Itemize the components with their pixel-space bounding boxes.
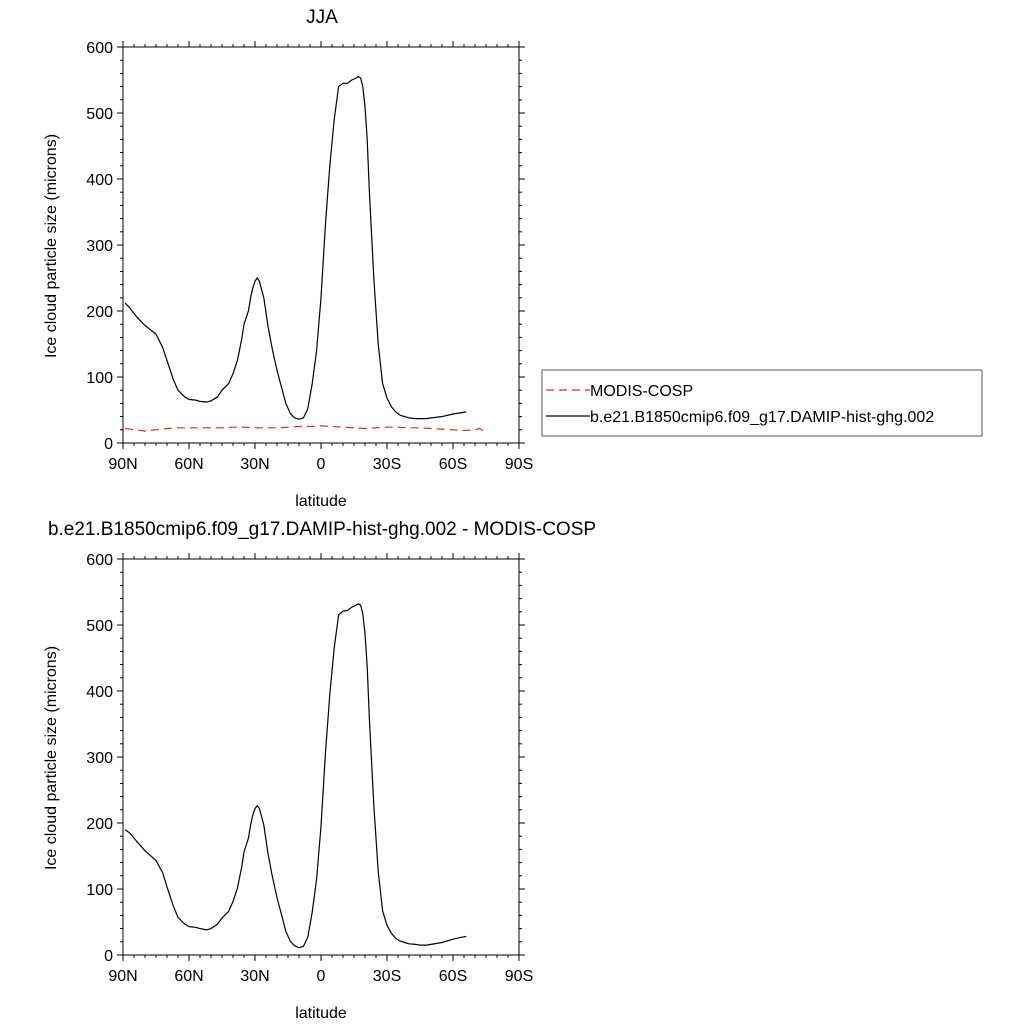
x-axis-label-top: latitude	[295, 493, 347, 510]
x-tick-label: 30S	[373, 968, 401, 985]
x-tick-label: 90N	[108, 456, 137, 473]
y-tick-label: 500	[86, 106, 113, 123]
panel-bottom: b.e21.B1850cmip6.f09_g17.DAMIP-hist-ghg.…	[43, 519, 596, 1022]
y-tick-label: 100	[86, 882, 113, 899]
y-tick-label: 0	[104, 948, 113, 965]
x-tick-label: 0	[317, 968, 326, 985]
x-tick-label: 0	[317, 456, 326, 473]
y-tick-label: 300	[86, 750, 113, 767]
legend-box	[541, 369, 983, 437]
chart-title-bottom: b.e21.B1850cmip6.f09_g17.DAMIP-hist-ghg.…	[48, 519, 596, 540]
y-tick-label: 400	[86, 172, 113, 189]
x-tick-label: 60N	[174, 968, 203, 985]
x-tick-label: 60N	[174, 456, 203, 473]
y-tick-label: 500	[86, 618, 113, 635]
x-tick-label: 90S	[505, 456, 533, 473]
y-tick-label: 400	[86, 684, 113, 701]
y-tick-label: 0	[104, 436, 113, 453]
y-axis-label-bottom: Ice cloud particle size (microns)	[43, 646, 60, 870]
plot-frame	[122, 46, 520, 444]
y-tick-label: 600	[86, 552, 113, 569]
chart-title-top: JJA	[306, 7, 338, 28]
x-tick-label: 30N	[240, 456, 269, 473]
x-tick-label: 60S	[439, 456, 467, 473]
y-tick-label: 200	[86, 816, 113, 833]
panel-top: JJA Ice cloud particle size (microns) la…	[43, 7, 533, 510]
x-axis-label-bottom: latitude	[295, 1005, 347, 1022]
y-tick-label: 200	[86, 304, 113, 321]
y-tick-label: 300	[86, 238, 113, 255]
x-tick-label: 90N	[108, 968, 137, 985]
plot-frame	[122, 558, 520, 956]
series-line-model	[124, 76, 467, 420]
y-tick-label: 100	[86, 370, 113, 387]
legend-label: MODIS-COSP	[590, 383, 693, 400]
legend: MODIS-COSP b.e21.B1850cmip6.f09_g17.DAMIP…	[541, 369, 983, 437]
x-tick-label: 60S	[439, 968, 467, 985]
legend-label: b.e21.B1850cmip6.f09_g17.DAMIP-hist-ghg.…	[590, 409, 934, 426]
series-line-modis-cosp	[125, 425, 485, 432]
series-line-model	[124, 603, 467, 949]
x-tick-label: 30S	[373, 456, 401, 473]
x-tick-label: 90S	[505, 968, 533, 985]
y-tick-label: 600	[86, 40, 113, 57]
y-axis-label-top: Ice cloud particle size (microns)	[43, 134, 60, 358]
x-tick-label: 30N	[240, 968, 269, 985]
